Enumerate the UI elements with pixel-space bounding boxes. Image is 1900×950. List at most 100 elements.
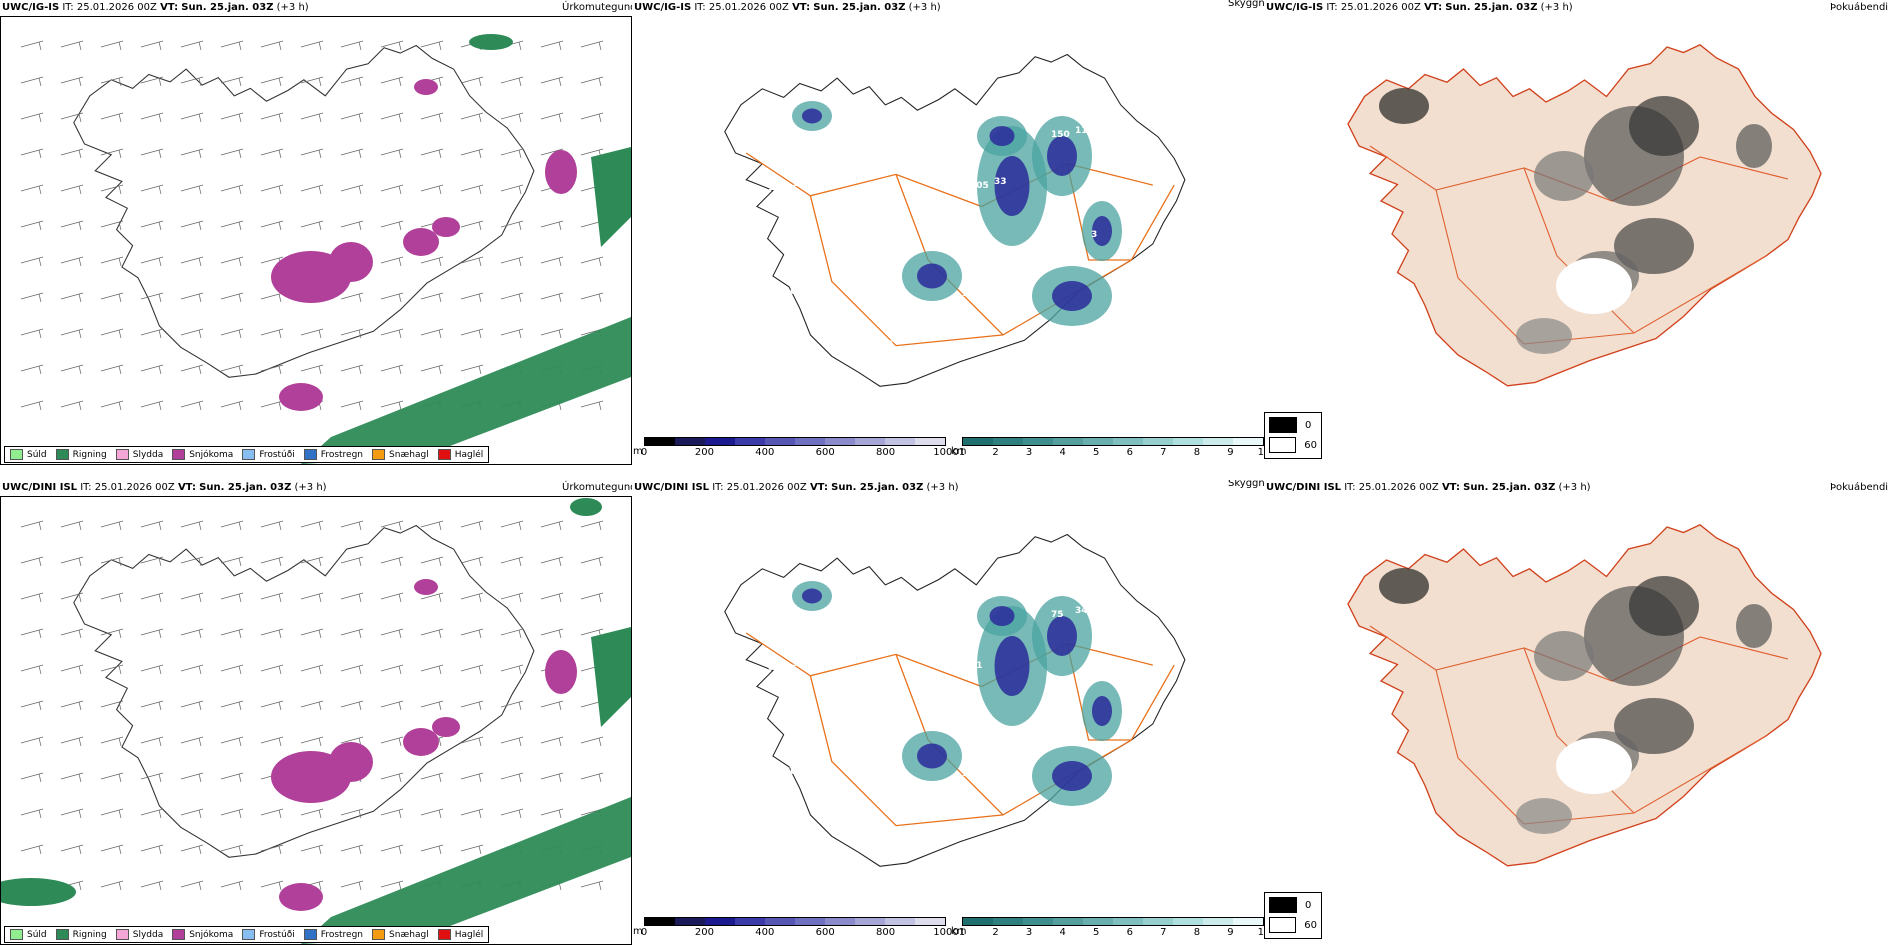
snowfall-area (432, 717, 460, 737)
colorbar-tick-label: 2 (992, 927, 999, 938)
rain-area (301, 797, 631, 944)
legend-label: Súld (27, 449, 47, 460)
fog-legend-item: 60 (1269, 917, 1317, 933)
visibility-colorbar: km1 2 3 4 5 6 7 8 9 10 (951, 437, 1264, 459)
cloud-base-label: 12 (962, 289, 975, 299)
cloud-base-label: 52 (897, 124, 910, 134)
legend-item: Slydda (115, 929, 163, 940)
cloud-base-label: 28 (889, 232, 902, 242)
legend-item: Frostúði (242, 449, 295, 460)
panel-title: Þokuábendi (1830, 482, 1889, 493)
cloud-base-label: 11 (776, 395, 789, 405)
cloud-base-label: 29 (946, 665, 959, 675)
cloud-base-label: 11 (970, 661, 983, 671)
legend-item: Slydda (115, 449, 163, 460)
colorbar-step (645, 918, 675, 925)
colorbar-unit: km (951, 926, 967, 937)
rain-area (469, 34, 513, 50)
fog-panel-row2: UWC/DINI ISL IT: 25.01.2026 00Z VT: Sun.… (1264, 480, 1900, 945)
colorbar-tick-label: 1 (958, 447, 966, 458)
precip-map (0, 496, 632, 945)
colorbar-step (1173, 918, 1203, 925)
legend-label: Frostregn (320, 929, 364, 940)
cloud-base-label: 18 (1067, 714, 1080, 724)
legend-swatch (10, 929, 23, 940)
snowfall-area (279, 883, 323, 911)
precip-type-legend: Súld Rigning Slydda Snjókoma Frostúði Frostre… (4, 926, 490, 943)
cloud-base-label: 26 (857, 824, 870, 834)
cloud-base-label: 44 (760, 291, 773, 301)
snowfall-area (414, 579, 438, 595)
colorbar-step (825, 918, 855, 925)
cloud-base-label: 2 (800, 871, 806, 881)
legend-swatch (242, 929, 256, 940)
colorbar-step (1143, 918, 1173, 925)
legend-item: Snæhagl (372, 929, 429, 940)
low-cloud-area (1047, 616, 1077, 656)
legend-swatch (437, 929, 451, 940)
panel-header: UWC/IG-IS IT: 25.01.2026 00Z VT: Sun. 25… (1266, 2, 1573, 13)
colorbar-step (1083, 918, 1113, 925)
colorbar-tick-label: 400 (755, 927, 775, 938)
colorbar-step (1113, 918, 1143, 925)
fog-indicator-area (1379, 568, 1429, 604)
rain-area (301, 317, 631, 464)
rain-area (570, 498, 602, 516)
colorbar-tick-label: 2 (992, 447, 999, 458)
fog-map (1264, 16, 1900, 436)
fog-indicator-area (1379, 88, 1429, 124)
cloud-base-label: 88 (768, 663, 781, 673)
cloud-base-label: 35 (1083, 338, 1096, 348)
legend-swatch (303, 929, 317, 940)
colorbar-tick-label: 6 (1126, 927, 1133, 938)
rain-area (591, 627, 631, 727)
colorbar-tick-label: 600 (815, 447, 835, 458)
fog-indicator-area (1534, 631, 1594, 681)
fog-indicator-area (1614, 218, 1694, 274)
colorbar-tick-label: 7 (1160, 927, 1167, 938)
precip-type-legend: Súld Rigning Slydda Snjókoma Frostúði Frostre… (4, 446, 490, 463)
cloud-base-label: 10 (865, 716, 878, 726)
legend-swatch (242, 449, 256, 460)
cloud-base-label: 349 (1075, 606, 1094, 616)
colorbar-ticks: 1 2 3 4 5 6 7 8 9 10 (958, 447, 1264, 459)
colorbar-unit: m (633, 926, 643, 937)
snowfall-area (403, 728, 439, 756)
colorbar-step (1083, 438, 1113, 445)
colorbar-step (705, 438, 735, 445)
colorbar-tick-label: 6 (1126, 447, 1133, 458)
colorbar-tick-label: 10 (1257, 447, 1264, 458)
legend-swatch (115, 449, 129, 460)
colorbar-tick-label: 9 (1227, 447, 1234, 458)
precip-map (0, 16, 632, 465)
low-cloud-area (917, 263, 947, 289)
colorbar-tick-label: 800 (876, 447, 896, 458)
low-cloud-area (1092, 216, 1112, 246)
colorbar-step (735, 438, 765, 445)
snowfall-area (432, 217, 460, 237)
cloud-base-label: 24 (881, 340, 894, 350)
colorbar-step (825, 438, 855, 445)
panel-header: UWC/IG-IS IT: 25.01.2026 00Z VT: Sun. 25… (2, 2, 309, 13)
fog-indicator-area (1629, 576, 1699, 636)
snowfall-area (545, 150, 577, 194)
colorbar-tick-label: 9 (1227, 927, 1234, 938)
colorbar-step (705, 918, 735, 925)
colorbar-step (1113, 438, 1143, 445)
colorbar-tick-label: 1000 (933, 447, 959, 458)
cloud-base-label: 16 (873, 128, 886, 138)
fog-indicator-area (1736, 124, 1772, 168)
snowfall-area (403, 228, 439, 256)
legend-item: Haglél (437, 929, 483, 940)
colorbar-tick-label: 400 (755, 447, 775, 458)
legend-item: Súld (10, 929, 47, 940)
rain-area (591, 147, 631, 247)
legend-swatch (55, 449, 69, 460)
precip-type-map-svg (0, 498, 631, 944)
fog-indicator-area (1516, 798, 1572, 834)
low-cloud-area (989, 126, 1015, 146)
snowfall-area (279, 383, 323, 411)
colorbar-step (1053, 438, 1083, 445)
legend-item: Rigning (55, 449, 107, 460)
legend-swatch (55, 929, 69, 940)
